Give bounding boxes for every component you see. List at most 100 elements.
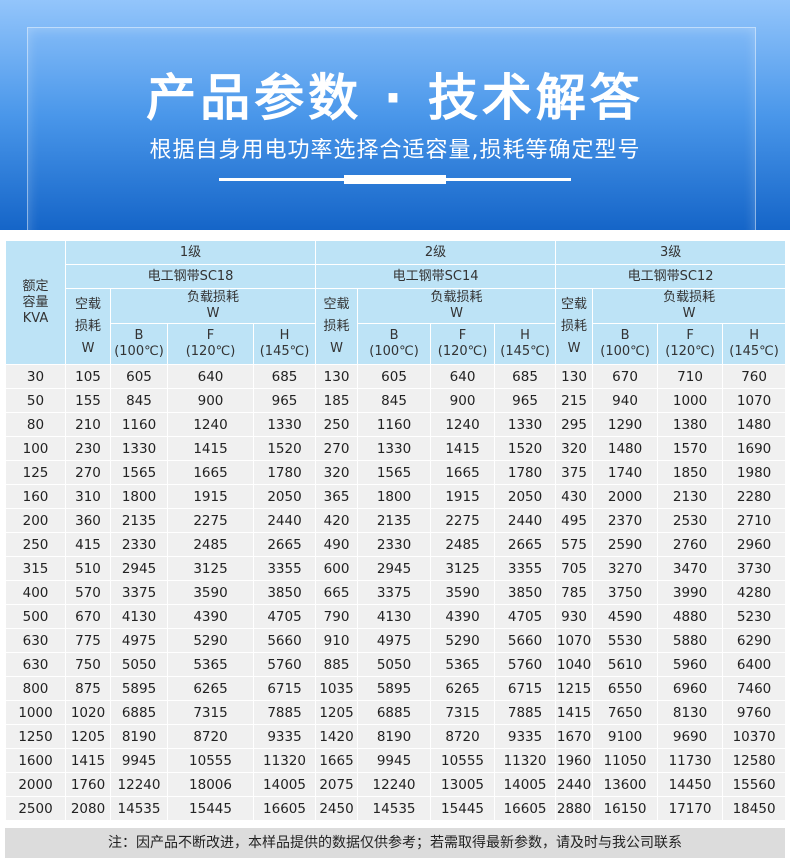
table-cell: 6550 <box>592 676 659 701</box>
table-cell: 6715 <box>494 676 557 701</box>
cell-value: 5610 <box>607 656 643 673</box>
table-cell: 490 <box>315 532 359 557</box>
table-cell: 600 <box>315 556 359 581</box>
cell-value: 640 <box>197 368 224 385</box>
class-key: F <box>206 328 215 343</box>
table-cell: 685 <box>252 364 317 389</box>
cell-value: 17170 <box>668 800 712 817</box>
cell-value: 1330 <box>376 440 412 457</box>
table-cell: 1330 <box>357 436 432 461</box>
table-cell: 10370 <box>722 724 787 749</box>
cell-value: 2275 <box>193 512 228 529</box>
table-cell: 3850 <box>494 580 557 605</box>
table-row: 200 360 2135 2275 2440 420 2135 2275 2440 495 2370… <box>5 508 787 533</box>
table-cell: 315 <box>5 556 66 581</box>
table-cell: 7885 <box>494 700 557 725</box>
table-cell: 13005 <box>430 772 496 797</box>
cell-value: 630 <box>22 632 49 649</box>
table-cell: 5760 <box>494 652 557 677</box>
table-cell: 5660 <box>252 628 317 653</box>
class-temp: (100℃) <box>600 344 650 359</box>
temperature-class-header: B (100℃) <box>357 323 432 365</box>
table-cell: 1420 <box>315 724 359 749</box>
cell-value: 9945 <box>121 752 157 769</box>
capacity-header: 额定 容量 KVA <box>5 240 66 365</box>
table-cell: 495 <box>555 508 594 533</box>
table-cell: 670 <box>65 604 111 629</box>
cell-value: 965 <box>271 392 298 409</box>
cell-value: 1215 <box>556 680 592 697</box>
table-cell: 7315 <box>430 700 496 725</box>
grade-header: 3级 <box>555 240 787 265</box>
cell-value: 200 <box>22 512 49 529</box>
cell-value: 14005 <box>503 776 547 793</box>
table-cell: 2665 <box>494 532 557 557</box>
temperature-class-header: H (145℃) <box>494 323 557 365</box>
cell-value: 215 <box>561 392 587 409</box>
cell-value: 7460 <box>736 680 772 697</box>
table-cell: 185 <box>315 388 359 413</box>
table-cell: 155 <box>65 388 111 413</box>
steel-label: 电工钢带SC14 <box>392 268 479 284</box>
table-cell: 6885 <box>110 700 168 725</box>
cell-value: 785 <box>561 584 587 601</box>
cell-value: 30 <box>26 368 45 385</box>
temperature-class-header: F (120℃) <box>430 323 496 365</box>
capacity-header-line: KVA <box>22 310 49 326</box>
table-cell: 230 <box>65 436 111 461</box>
table-cell: 940 <box>592 388 659 413</box>
cell-value: 4130 <box>376 608 412 625</box>
table-cell: 4705 <box>252 604 317 629</box>
table-cell: 1800 <box>110 484 168 509</box>
cell-value: 10555 <box>441 752 484 769</box>
cell-value: 315 <box>22 560 49 577</box>
cell-value: 250 <box>22 536 49 553</box>
table-cell: 1740 <box>592 460 659 485</box>
table-cell: 2370 <box>592 508 659 533</box>
cell-value: 705 <box>561 560 587 577</box>
cell-value: 1330 <box>267 416 302 433</box>
table-cell: 1000 <box>5 700 66 725</box>
table-cell: 14535 <box>110 796 168 821</box>
cell-value: 1205 <box>319 704 354 721</box>
table-cell: 1415 <box>65 748 111 773</box>
table-cell: 3750 <box>592 580 659 605</box>
cell-value: 900 <box>197 392 224 409</box>
cell-value: 1250 <box>18 728 53 745</box>
table-cell: 3355 <box>252 556 317 581</box>
cell-value: 1205 <box>70 728 106 745</box>
table-cell: 6265 <box>430 676 496 701</box>
table-cell: 14450 <box>657 772 724 797</box>
cell-value: 6715 <box>267 680 302 697</box>
table-cell: 14005 <box>494 772 557 797</box>
cell-value: 1665 <box>445 464 480 481</box>
table-cell: 2130 <box>657 484 724 509</box>
cell-value: 2135 <box>376 512 412 529</box>
cell-value: 1035 <box>319 680 354 697</box>
table-row: 630 775 4975 5290 5660 910 4975 5290 5660 1070 553… <box>5 628 787 653</box>
no-load-line: 空载 <box>561 296 588 312</box>
table-cell: 130 <box>555 364 594 389</box>
table-cell: 800 <box>5 676 66 701</box>
cell-value: 685 <box>512 368 538 385</box>
cell-value: 1415 <box>445 440 480 457</box>
table-cell: 2080 <box>65 796 111 821</box>
table-cell: 50 <box>5 388 66 413</box>
cell-value: 3125 <box>193 560 228 577</box>
table-cell: 4590 <box>592 604 659 629</box>
cell-value: 1020 <box>70 704 106 721</box>
table-cell: 400 <box>5 580 66 605</box>
table-cell: 15445 <box>167 796 254 821</box>
cell-value: 9100 <box>607 728 643 745</box>
table-cell: 2880 <box>555 796 594 821</box>
table-row: 500 670 4130 4390 4705 790 4130 4390 4705 930 4590… <box>5 604 787 629</box>
cell-value: 3270 <box>607 560 643 577</box>
table-cell: 9690 <box>657 724 724 749</box>
cell-value: 320 <box>323 464 350 481</box>
cell-value: 1240 <box>193 416 228 433</box>
cell-value: 940 <box>612 392 638 409</box>
table-cell: 2135 <box>357 508 432 533</box>
table-cell: 3850 <box>252 580 317 605</box>
cell-value: 6715 <box>507 680 543 697</box>
table-cell: 885 <box>315 652 359 677</box>
